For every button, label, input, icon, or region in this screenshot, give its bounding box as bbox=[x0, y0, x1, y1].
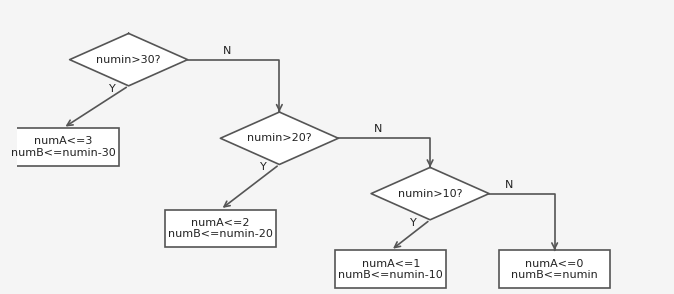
Text: numin>20?: numin>20? bbox=[247, 133, 311, 143]
Polygon shape bbox=[371, 167, 489, 220]
Text: numA<=3
numB<=numin-30: numA<=3 numB<=numin-30 bbox=[11, 136, 115, 158]
Text: Y: Y bbox=[109, 84, 116, 94]
Polygon shape bbox=[220, 112, 338, 164]
Text: Y: Y bbox=[259, 162, 266, 172]
FancyBboxPatch shape bbox=[335, 250, 446, 288]
Text: numA<=2
numB<=numin-20: numA<=2 numB<=numin-20 bbox=[168, 218, 273, 239]
FancyBboxPatch shape bbox=[164, 210, 276, 248]
Text: numA<=0
numB<=numin: numA<=0 numB<=numin bbox=[512, 258, 598, 280]
Text: numA<=1
numB<=numin-10: numA<=1 numB<=numin-10 bbox=[338, 258, 443, 280]
Text: Y: Y bbox=[410, 218, 417, 228]
Text: N: N bbox=[222, 46, 231, 56]
Text: N: N bbox=[373, 124, 382, 134]
Text: N: N bbox=[505, 180, 513, 190]
Text: numin>30?: numin>30? bbox=[96, 55, 161, 65]
Polygon shape bbox=[69, 34, 187, 86]
FancyBboxPatch shape bbox=[499, 250, 611, 288]
FancyBboxPatch shape bbox=[7, 128, 119, 166]
Text: numin>10?: numin>10? bbox=[398, 188, 462, 198]
